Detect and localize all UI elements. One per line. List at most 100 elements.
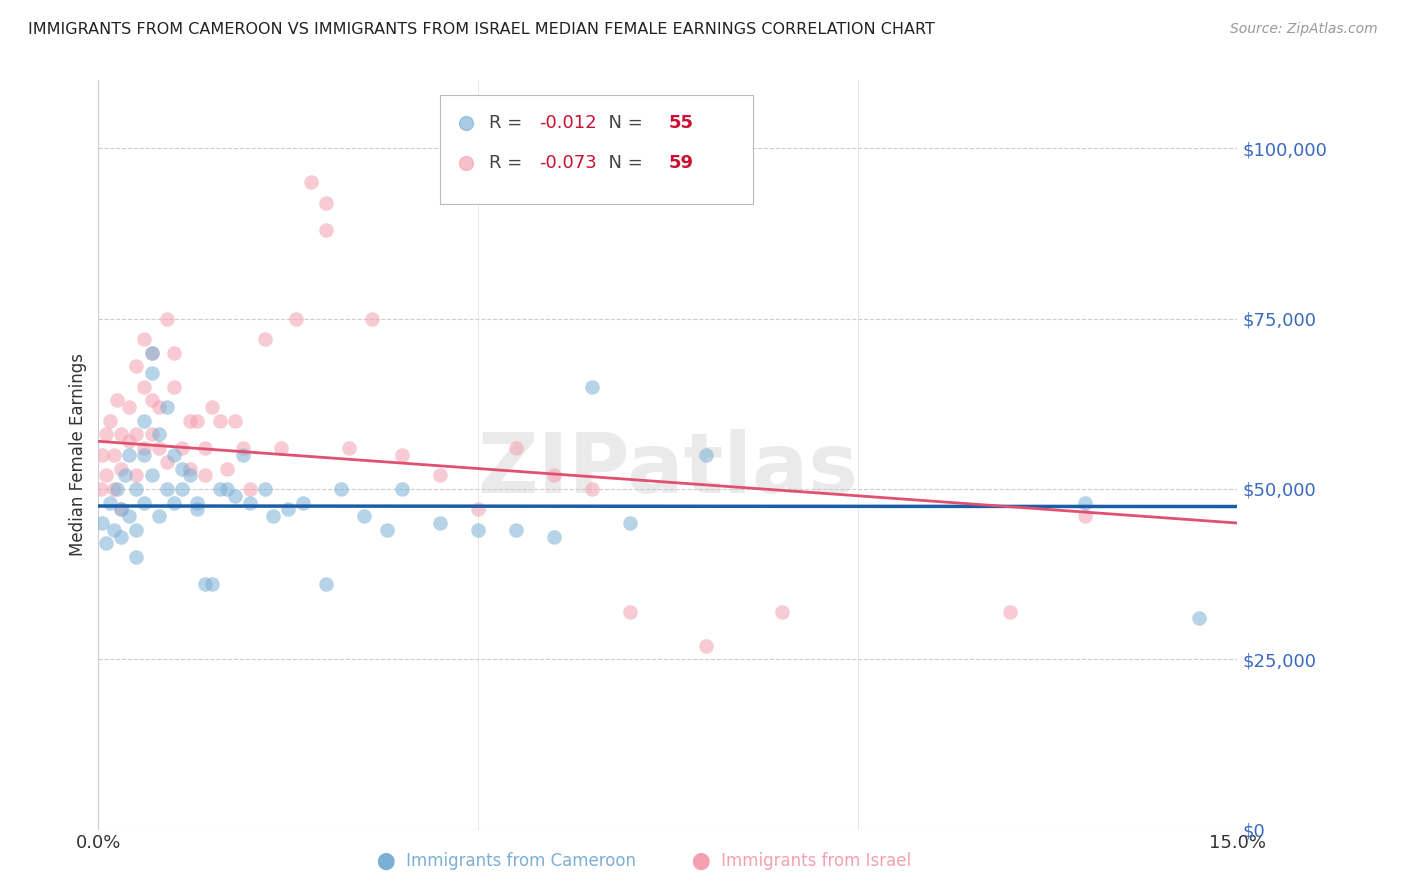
Point	[543, 468, 565, 483]
Point	[467, 523, 489, 537]
Point	[94, 536, 117, 550]
Point	[148, 441, 170, 455]
Point	[179, 414, 201, 428]
Point	[110, 502, 132, 516]
Point	[284, 311, 307, 326]
Point	[619, 605, 641, 619]
Point	[217, 482, 239, 496]
Point	[156, 455, 179, 469]
Point	[619, 516, 641, 530]
Point	[232, 448, 254, 462]
Point	[186, 502, 208, 516]
Point	[299, 176, 322, 190]
Point	[543, 530, 565, 544]
Point	[91, 448, 114, 462]
Point	[90, 482, 112, 496]
Text: N =: N =	[598, 114, 648, 132]
Text: -0.012: -0.012	[538, 114, 596, 132]
Point	[125, 468, 148, 483]
Point	[118, 401, 141, 415]
Point	[186, 414, 208, 428]
Point	[208, 414, 231, 428]
Point	[170, 441, 193, 455]
Point	[353, 509, 375, 524]
Point	[330, 482, 353, 496]
Point	[315, 223, 337, 237]
Point	[125, 523, 148, 537]
Point	[132, 441, 155, 455]
Point	[163, 495, 186, 509]
Point	[170, 482, 193, 496]
Point	[194, 441, 217, 455]
Point	[98, 414, 121, 428]
Point	[217, 461, 239, 475]
Point	[186, 495, 208, 509]
Point	[375, 523, 398, 537]
Point	[141, 393, 163, 408]
Point	[224, 489, 246, 503]
Point	[118, 509, 141, 524]
Point	[141, 366, 163, 380]
Point	[125, 550, 148, 565]
Point	[132, 380, 155, 394]
Point	[156, 311, 179, 326]
Text: Source: ZipAtlas.com: Source: ZipAtlas.com	[1230, 22, 1378, 37]
Text: ⬤  Immigrants from Israel: ⬤ Immigrants from Israel	[692, 852, 911, 870]
Point	[110, 502, 132, 516]
Point	[91, 516, 114, 530]
Point	[170, 461, 193, 475]
Point	[132, 448, 155, 462]
Point	[148, 401, 170, 415]
Point	[360, 311, 382, 326]
Y-axis label: Median Female Earnings: Median Female Earnings	[69, 353, 87, 557]
Point	[156, 401, 179, 415]
Point	[163, 448, 186, 462]
Point	[163, 345, 186, 359]
Point	[429, 516, 451, 530]
Point	[141, 427, 163, 442]
Text: 59: 59	[669, 153, 695, 171]
Point	[156, 482, 179, 496]
Text: IMMIGRANTS FROM CAMEROON VS IMMIGRANTS FROM ISRAEL MEDIAN FEMALE EARNINGS CORREL: IMMIGRANTS FROM CAMEROON VS IMMIGRANTS F…	[28, 22, 935, 37]
Point	[315, 577, 337, 591]
Point	[262, 509, 284, 524]
Point	[132, 495, 155, 509]
Point	[581, 380, 603, 394]
Point	[208, 482, 231, 496]
Point	[141, 345, 163, 359]
Point	[98, 495, 121, 509]
Point	[103, 523, 125, 537]
Point	[467, 502, 489, 516]
Point	[94, 427, 117, 442]
Point	[110, 530, 132, 544]
Point	[125, 482, 148, 496]
Point	[107, 482, 129, 496]
Text: ⬤  Immigrants from Cameroon: ⬤ Immigrants from Cameroon	[377, 852, 636, 870]
Point	[254, 332, 277, 346]
Text: R =: R =	[489, 114, 529, 132]
Point	[337, 441, 360, 455]
Point	[232, 441, 254, 455]
Point	[270, 441, 292, 455]
Point	[201, 401, 224, 415]
Point	[239, 482, 262, 496]
Point	[292, 495, 315, 509]
Point	[141, 345, 163, 359]
Point	[201, 577, 224, 591]
Point	[103, 482, 125, 496]
Point	[391, 482, 413, 496]
Point	[110, 461, 132, 475]
Point	[505, 441, 527, 455]
Point	[429, 468, 451, 483]
Point	[770, 605, 793, 619]
Point	[1188, 611, 1211, 625]
Point	[125, 427, 148, 442]
Point	[315, 195, 337, 210]
Point	[110, 427, 132, 442]
Point	[107, 393, 129, 408]
Point	[505, 523, 527, 537]
Point	[118, 448, 141, 462]
Point	[254, 482, 277, 496]
Point	[94, 468, 117, 483]
Point	[695, 639, 717, 653]
